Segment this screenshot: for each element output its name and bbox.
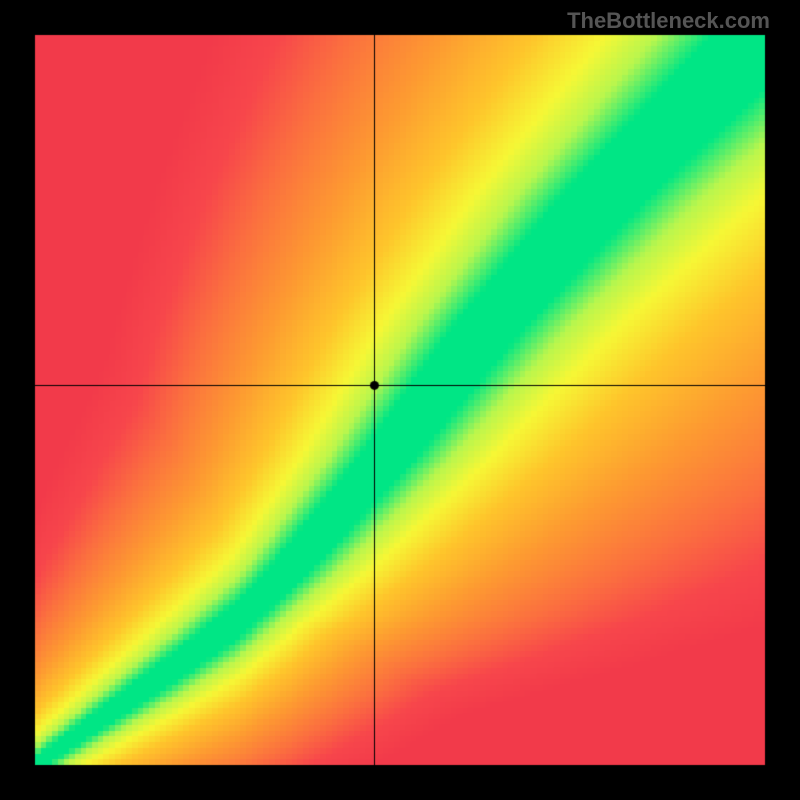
chart-container: TheBottleneck.com	[0, 0, 800, 800]
bottleneck-heatmap	[0, 0, 800, 800]
watermark-text: TheBottleneck.com	[567, 8, 770, 34]
